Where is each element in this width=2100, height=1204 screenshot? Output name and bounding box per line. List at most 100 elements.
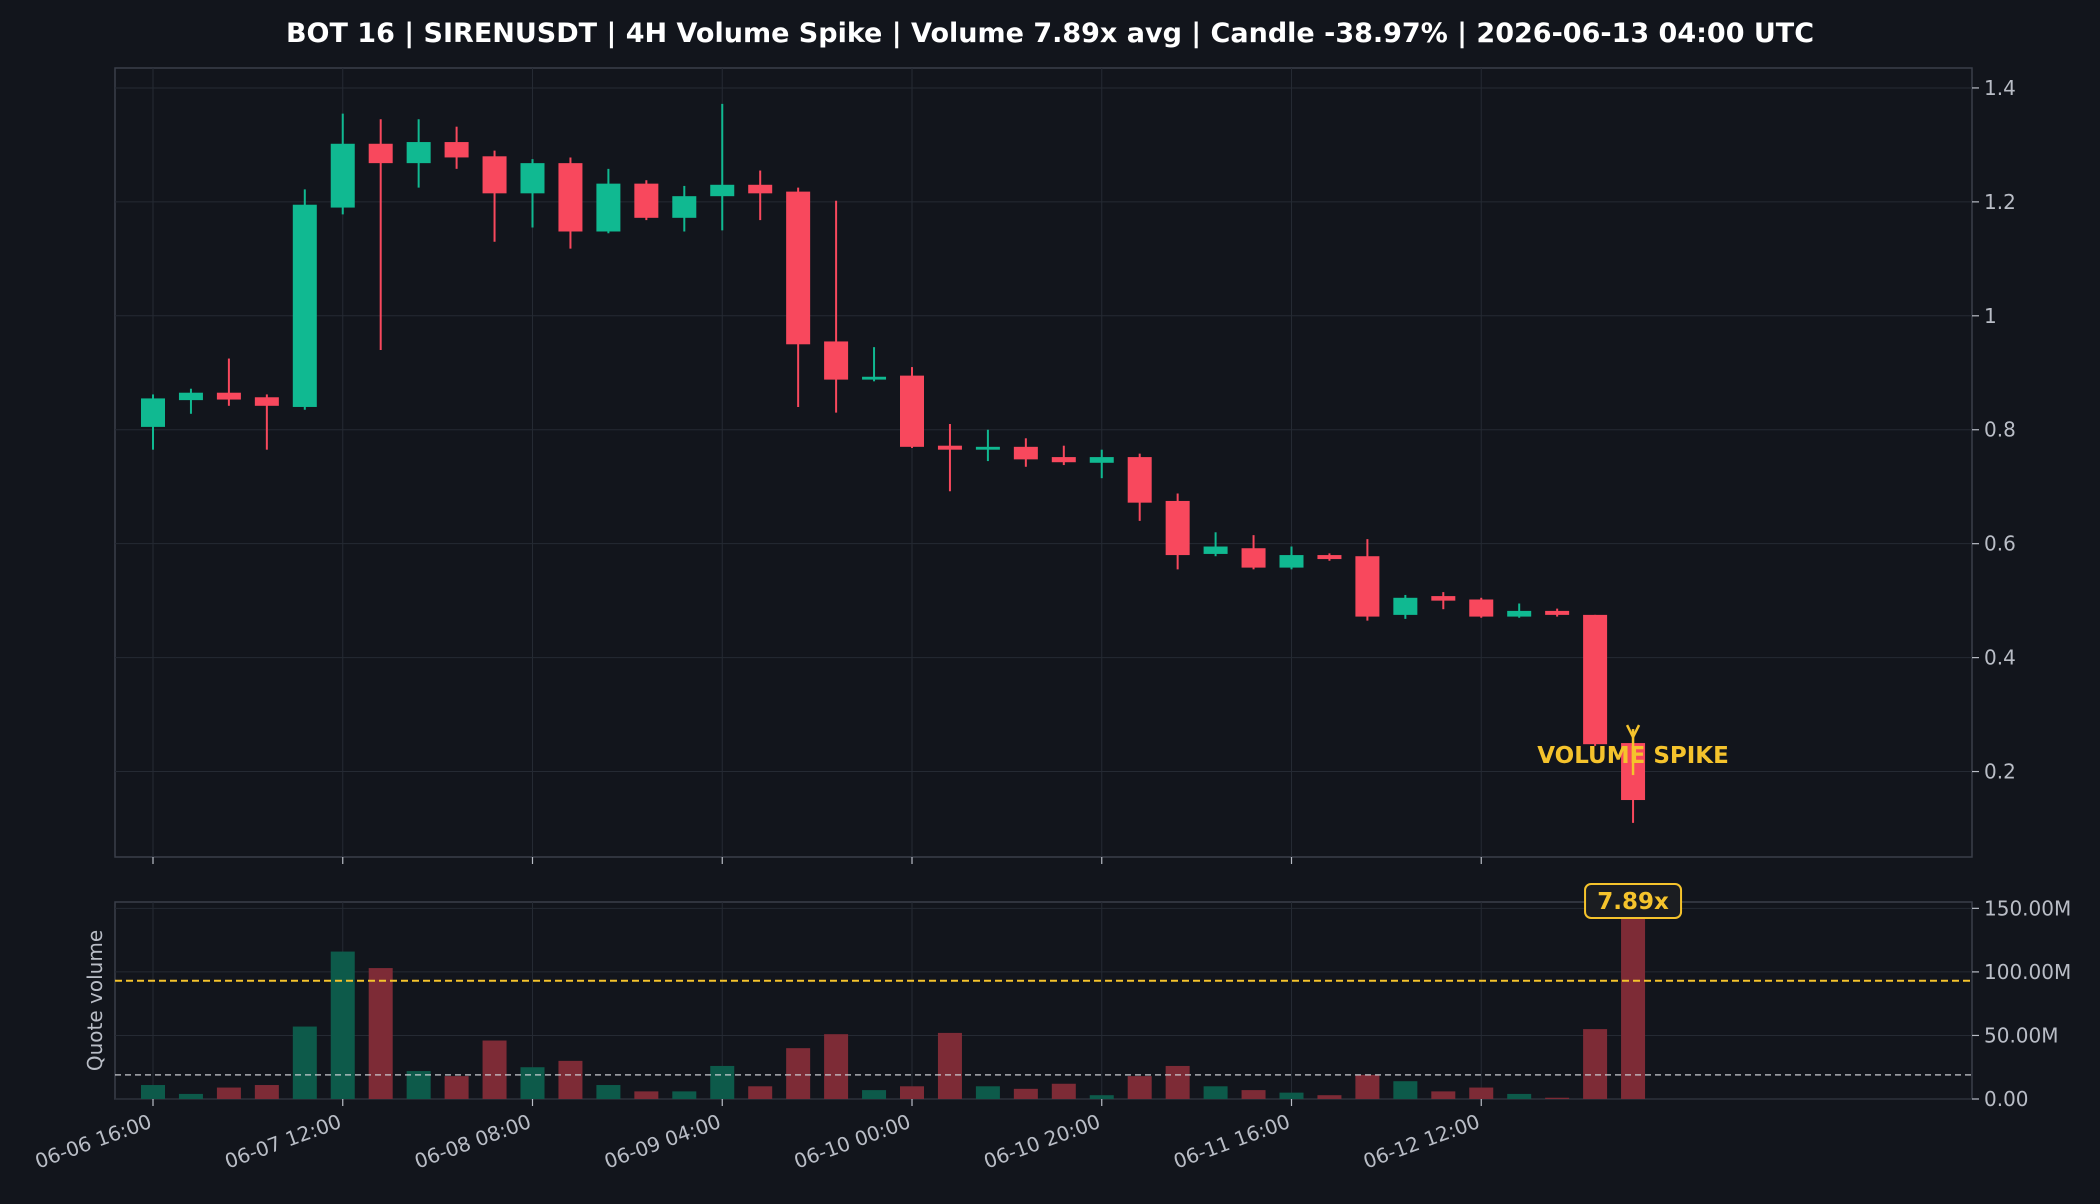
- price-ytick-label: 0.4: [1984, 646, 2016, 670]
- volume-bar: [748, 1086, 773, 1099]
- price-ytick-label: 1: [1984, 304, 1997, 328]
- volume-bar: [1241, 1090, 1266, 1099]
- candle-body: [520, 163, 545, 194]
- candle-body: [444, 142, 469, 158]
- volume-bar: [482, 1040, 507, 1099]
- volume-bar: [1583, 1029, 1608, 1099]
- candle-body: [1241, 548, 1266, 568]
- volume-bar: [1393, 1081, 1418, 1099]
- volume-bar: [786, 1048, 811, 1099]
- volume-bar: [1621, 908, 1646, 1099]
- volume-bar: [900, 1086, 924, 1099]
- volume-bar: [178, 1093, 203, 1099]
- volume-bar: [1165, 1065, 1190, 1099]
- volume-bar: [1355, 1074, 1380, 1099]
- volume-bar: [672, 1091, 697, 1099]
- volume-ylabel: Quote volume: [83, 930, 107, 1071]
- volume-ytick-label: 0.00: [1984, 1087, 2029, 1111]
- candle-body: [748, 184, 773, 194]
- volume-bar: [937, 1032, 962, 1099]
- candle-body: [1165, 500, 1190, 556]
- candle-body: [1051, 457, 1076, 463]
- candle-body: [1013, 446, 1038, 460]
- price-ytick-label: 1.4: [1984, 76, 2016, 100]
- volume-bar: [520, 1067, 545, 1099]
- volume-bar: [596, 1085, 621, 1099]
- volume-bar: [558, 1060, 583, 1099]
- volume-bar: [634, 1091, 659, 1099]
- candle-body: [1469, 599, 1494, 617]
- candle-body: [975, 446, 1000, 450]
- candle-body: [406, 142, 431, 164]
- candle-body: [1203, 546, 1228, 554]
- candle-body: [1393, 597, 1418, 615]
- volume-bar: [330, 951, 355, 1099]
- volume-bar: [1051, 1083, 1076, 1099]
- candle-body: [1127, 457, 1152, 503]
- candle-body: [292, 204, 317, 407]
- price-ytick-label: 1.2: [1984, 190, 2016, 214]
- volume-bar: [1203, 1086, 1228, 1099]
- volume-bar: [1431, 1091, 1456, 1099]
- volume-bar: [1127, 1076, 1152, 1099]
- volume-bar: [1279, 1092, 1304, 1099]
- volume-bar: [254, 1085, 279, 1099]
- candle-body: [1317, 555, 1342, 560]
- volume-bar: [1507, 1093, 1532, 1099]
- spike-arrow-head: [1625, 724, 1641, 740]
- candle-body: [482, 156, 507, 194]
- candle-body: [254, 397, 279, 406]
- volume-ytick-label: 50.00M: [1984, 1023, 2059, 1047]
- price-panel-frame: [114, 67, 1973, 858]
- price-ytick-label: 0.6: [1984, 532, 2016, 556]
- candle-body: [141, 398, 165, 427]
- candle-body: [1583, 614, 1608, 745]
- volume-bar: [216, 1087, 241, 1099]
- spike-badge-label: 7.89x: [1597, 889, 1669, 915]
- volume-bar: [292, 1026, 317, 1099]
- volume-bar: [824, 1034, 849, 1099]
- volume-bar: [1545, 1097, 1570, 1099]
- candle-body: [216, 392, 241, 400]
- candle-body: [1089, 457, 1114, 463]
- candle-body: [178, 392, 203, 401]
- spike-badge: [1584, 883, 1683, 919]
- price-ytick-label: 0.2: [1984, 760, 2016, 784]
- volume-bar: [368, 968, 393, 1099]
- candle-body: [558, 163, 583, 232]
- chart-title: BOT 16 | SIRENUSDT | 4H Volume Spike | V…: [286, 18, 1814, 49]
- candle-body: [672, 196, 697, 218]
- volume-bar: [406, 1071, 431, 1099]
- volume-panel: 0.00 50.00M 100.00M 150.00M Quote volume 7.89…: [83, 883, 2071, 1111]
- candle-body: [1545, 610, 1570, 615]
- volume-ytick-label: 150.00M: [1984, 896, 2071, 920]
- candle-body: [1507, 610, 1532, 617]
- volume-bar: [1089, 1095, 1114, 1099]
- candle-body: [824, 341, 849, 380]
- volume-ytick-label: 100.00M: [1984, 960, 2071, 984]
- volume-bar: [1317, 1095, 1342, 1099]
- volume-bar: [141, 1085, 165, 1099]
- volume-bar: [975, 1086, 1000, 1099]
- candle-body: [862, 376, 887, 380]
- candle-body: [634, 183, 659, 218]
- candle-body: [1431, 596, 1456, 601]
- candle-body: [710, 184, 735, 197]
- candle-body: [1355, 556, 1380, 617]
- volume-bar: [1469, 1087, 1494, 1099]
- candle-body: [330, 143, 355, 208]
- volume-bar: [710, 1065, 735, 1099]
- candle-body: [1279, 555, 1304, 568]
- candle-body: [937, 445, 962, 450]
- candle-body: [368, 143, 393, 164]
- candle-body: [786, 191, 811, 345]
- candle-body: [596, 183, 621, 232]
- price-ytick-label: 0.8: [1984, 418, 2016, 442]
- volume-bar: [862, 1090, 887, 1099]
- volume-bar: [1013, 1088, 1038, 1099]
- volume-bar: [444, 1076, 469, 1099]
